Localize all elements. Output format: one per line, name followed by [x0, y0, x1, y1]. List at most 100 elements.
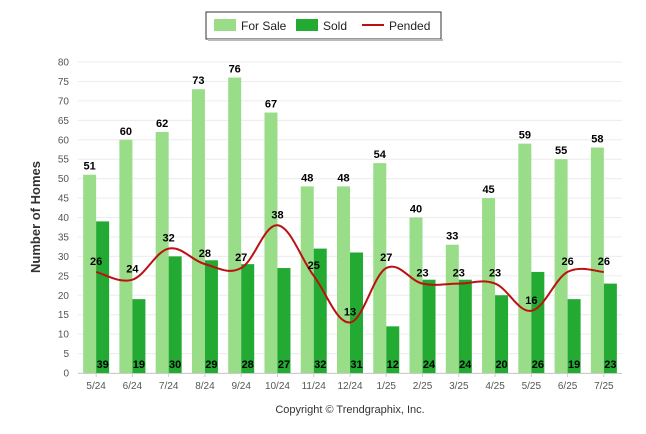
legend-swatch-sold	[296, 19, 318, 31]
data-label-layer: 51 39 60 19 62 30 73 29 76 28 67 27 48 32 48 31 54 12 40 24…	[84, 64, 617, 371]
series-line-pended	[95, 224, 604, 324]
data-label-sold: 28	[242, 359, 254, 371]
bar-sold	[531, 271, 545, 373]
data-label-pended: 13	[344, 306, 356, 318]
data-label-sold: 23	[604, 359, 616, 371]
y-tick-label: 15	[58, 310, 70, 321]
x-tick-label: 4/25	[485, 381, 505, 392]
legend-label-pended: Pended	[389, 19, 430, 33]
bar-sold	[567, 299, 581, 373]
x-tick-label: 2/25	[413, 381, 433, 392]
x-tick-label: 7/25	[594, 381, 614, 392]
data-label-for-sale: 62	[156, 118, 168, 130]
data-label-for-sale: 59	[519, 130, 531, 142]
data-label-sold: 12	[387, 359, 399, 371]
data-label-for-sale: 55	[555, 145, 567, 157]
bar-for-sale	[590, 147, 604, 373]
legend-box	[205, 11, 442, 40]
y-tick-label: 25	[58, 271, 70, 282]
bar-for-sale	[373, 163, 387, 373]
bar-layer	[83, 77, 617, 374]
bar-for-sale	[518, 143, 532, 373]
data-label-pended: 23	[453, 268, 465, 280]
bar-for-sale	[264, 112, 278, 373]
data-label-pended: 23	[416, 268, 428, 280]
x-axis-ticks: 5/24 6/24 7/24 8/24 9/24 10/24 11/24 12/24 1/25 2…	[86, 373, 614, 392]
bar-for-sale	[482, 198, 496, 373]
data-label-pended: 26	[561, 256, 573, 268]
y-tick-label: 40	[58, 213, 70, 224]
bar-for-sale	[554, 159, 568, 373]
data-label-sold: 27	[278, 359, 290, 371]
data-label-for-sale: 54	[374, 149, 387, 161]
bar-sold	[204, 260, 218, 373]
line-layer	[95, 224, 604, 324]
data-label-sold: 30	[169, 359, 181, 371]
x-tick-label: 6/25	[558, 381, 578, 392]
data-label-for-sale: 60	[120, 126, 132, 138]
y-axis-title: Number of Homes	[28, 161, 43, 273]
y-tick-label: 30	[58, 252, 70, 263]
data-label-sold: 31	[350, 359, 362, 371]
bar-for-sale	[445, 244, 459, 373]
legend: For Sale Sold Pended	[205, 11, 443, 41]
legend-swatch-for-sale	[214, 19, 236, 31]
bar-for-sale	[300, 186, 314, 373]
legend-shadow	[208, 39, 443, 41]
data-label-pended: 24	[126, 264, 139, 276]
data-label-for-sale: 40	[410, 204, 422, 216]
data-label-for-sale: 51	[84, 161, 96, 173]
x-tick-label: 11/24	[302, 381, 327, 392]
bar-sold	[241, 264, 255, 373]
x-tick-label: 5/24	[86, 381, 106, 392]
data-label-pended: 26	[90, 256, 102, 268]
data-label-for-sale: 48	[301, 172, 313, 184]
y-tick-label: 50	[58, 174, 70, 185]
data-label-for-sale: 67	[265, 99, 277, 111]
bar-sold	[350, 252, 363, 373]
data-label-pended: 38	[271, 209, 283, 221]
y-tick-label: 55	[58, 155, 70, 166]
data-label-sold: 32	[314, 359, 326, 371]
data-label-sold: 19	[133, 359, 145, 371]
bar-sold	[495, 295, 509, 373]
bar-for-sale	[191, 89, 205, 374]
y-tick-label: 75	[58, 77, 70, 88]
y-tick-label: 0	[63, 369, 69, 380]
x-tick-label: 3/25	[449, 381, 469, 392]
data-label-pended: 16	[525, 295, 537, 307]
data-label-pended: 23	[489, 268, 501, 280]
data-label-pended: 32	[163, 233, 175, 245]
bar-sold	[132, 299, 146, 373]
data-label-for-sale: 76	[229, 64, 241, 76]
x-tick-label: 9/24	[231, 381, 251, 392]
bar-sold	[168, 256, 182, 373]
bar-sold	[458, 279, 472, 373]
y-tick-label: 70	[58, 96, 70, 107]
x-tick-label: 1/25	[377, 381, 397, 392]
data-label-for-sale: 48	[337, 172, 349, 184]
legend-label-for-sale: For Sale	[241, 19, 287, 33]
data-label-sold: 26	[532, 359, 544, 371]
x-tick-label: 5/25	[522, 381, 542, 392]
data-label-pended: 27	[380, 252, 392, 264]
bar-sold	[386, 326, 400, 373]
y-tick-label: 10	[58, 330, 70, 341]
y-tick-label: 35	[58, 232, 70, 243]
bar-for-sale	[337, 186, 350, 373]
y-tick-label: 45	[58, 194, 70, 205]
y-axis-ticks: 0 5 10 15 20 25 30 35 40 45 50 55 60 65 70 75 80	[58, 58, 70, 380]
legend-label-sold: Sold	[323, 19, 347, 33]
bar-for-sale	[119, 139, 133, 373]
data-label-sold: 20	[495, 359, 507, 371]
x-tick-label: 7/24	[159, 381, 179, 392]
x-tick-label: 8/24	[195, 381, 215, 392]
bar-for-sale	[409, 217, 423, 373]
y-tick-label: 20	[58, 291, 70, 302]
bar-for-sale	[228, 77, 242, 374]
data-label-sold: 24	[459, 359, 472, 371]
data-label-pended: 26	[598, 256, 610, 268]
data-label-pended: 25	[308, 260, 320, 272]
